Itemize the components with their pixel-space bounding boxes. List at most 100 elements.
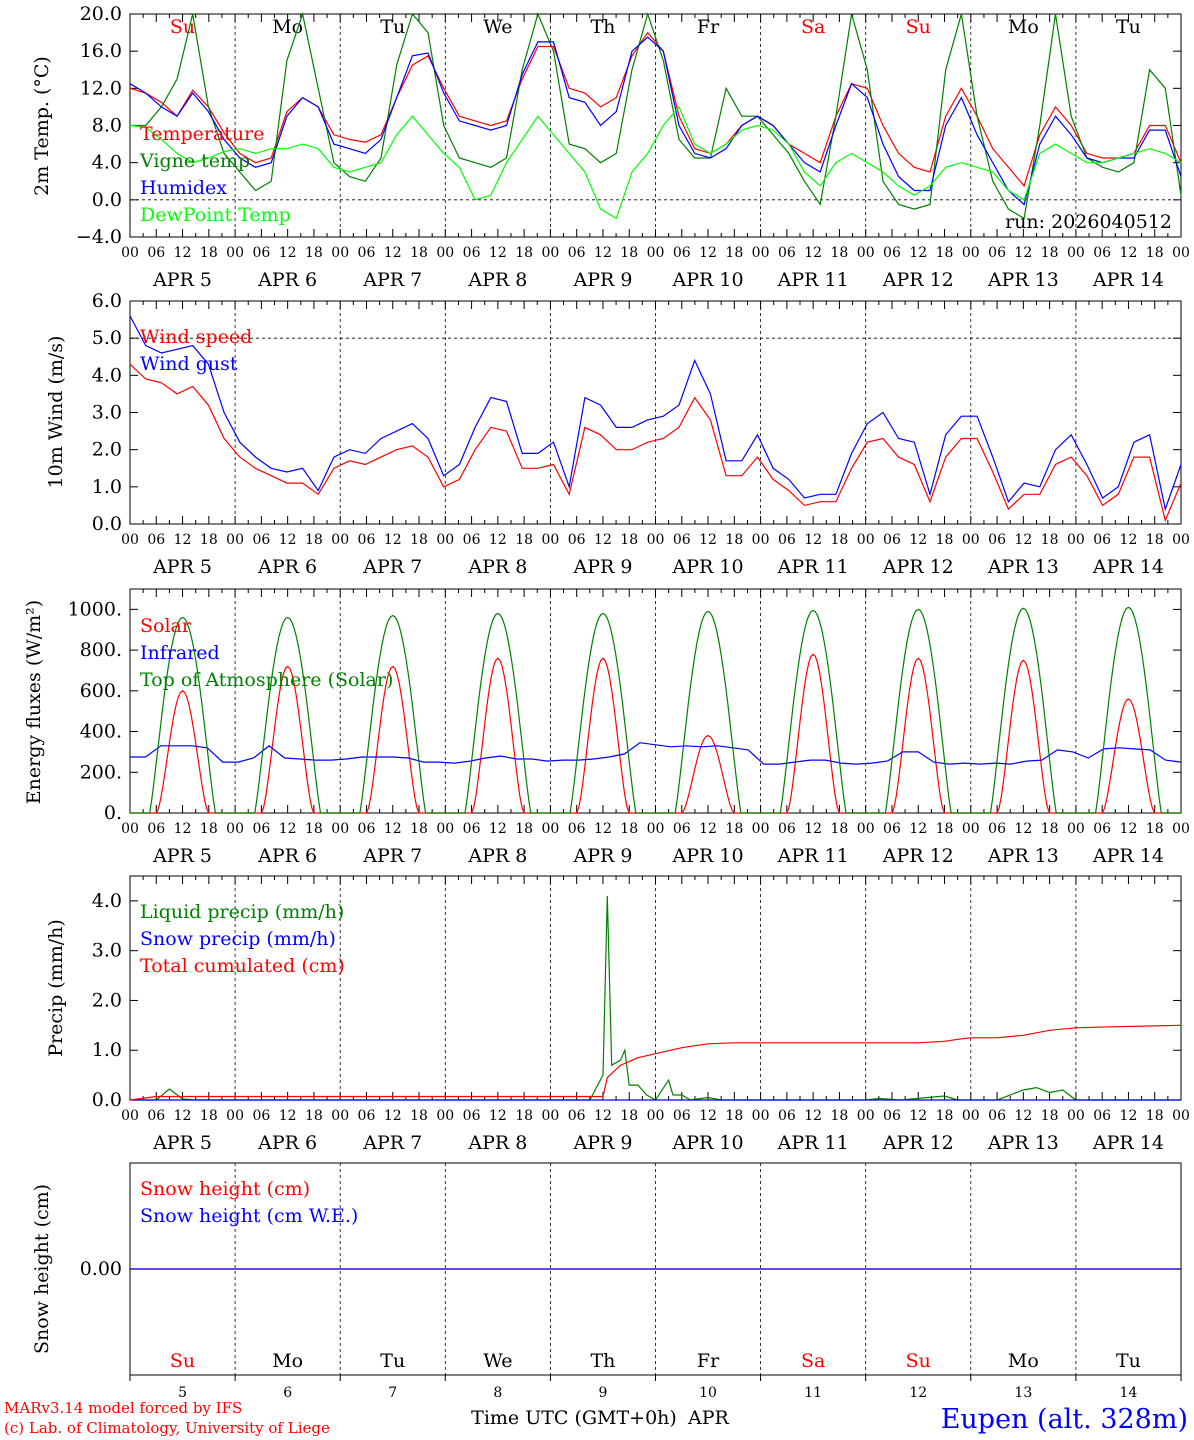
panel3-hour-label: 18 (936, 821, 954, 837)
panel4-hour-label: 18 (831, 1108, 849, 1124)
panel5-y-axis-label: Snow height (cm) (31, 1184, 53, 1354)
panel3-hour-label: 12 (594, 821, 612, 837)
panel1-hour-label: 12 (1014, 245, 1032, 261)
panel2-hour-label: 06 (1093, 532, 1111, 548)
panel4-hour-label: 18 (725, 1108, 743, 1124)
panel1-hour-label: 06 (778, 245, 796, 261)
panel4-hour-label: 06 (883, 1108, 901, 1124)
panel3-y-tick-label: 800. (80, 639, 122, 661)
panel1-date-label: APR 11 (777, 269, 849, 291)
panel3-date-label: APR 14 (1092, 845, 1164, 867)
panel1-hour-label: 00 (752, 245, 770, 261)
panel1-hour-label: 12 (699, 245, 717, 261)
panel4-hour-label: 00 (752, 1108, 770, 1124)
panel4-hour-label: 06 (147, 1108, 165, 1124)
panel2-y-tick-label: 2.0 (92, 439, 122, 461)
panel1-hour-label: 12 (594, 245, 612, 261)
panel2-hour-label: 00 (121, 532, 139, 548)
panel2-date-label: APR 7 (362, 556, 422, 578)
panel3-hour-label: 00 (436, 821, 454, 837)
panel5-day-number: 6 (283, 1385, 292, 1401)
panel5-y-tick-label: 0.00 (80, 1258, 122, 1280)
panel2-series-wind-speed (129, 363, 1182, 523)
panel1-weekday-label: Sa (801, 16, 825, 38)
panel1-legend-dewpoint-temp: DewPoint Temp (140, 204, 291, 226)
panel3-hour-label: 12 (279, 821, 297, 837)
panel2-hour-label: 12 (279, 532, 297, 548)
panel3-date-label: APR 13 (987, 845, 1059, 867)
panel3-y-axis-label: Energy fluxes (W/m²) (23, 600, 45, 804)
panel1-hour-label: 00 (331, 245, 349, 261)
panel2-hour-label: 00 (331, 532, 349, 548)
panel5-day-number: 14 (1120, 1385, 1138, 1401)
panel4-legend-total-cumulated-cm: Total cumulated (cm) (140, 955, 345, 977)
panel1-weekday-label: Tu (380, 16, 405, 38)
panel4-date-label: APR 14 (1092, 1132, 1164, 1154)
panel4-hour-label: 06 (673, 1108, 691, 1124)
panel1-date-label: APR 9 (572, 269, 632, 291)
panel2-hour-label: 18 (831, 532, 849, 548)
panel1-hour-label: 06 (358, 245, 376, 261)
panel2-hour-label: 12 (384, 532, 402, 548)
panel1-series-dewpoint-temp (129, 105, 1182, 220)
panel1-hour-label: 18 (620, 245, 638, 261)
panel1-date-label: APR 8 (467, 269, 527, 291)
panel2-legend-wind-gust: Wind gust (140, 353, 238, 375)
panel4-hour-label: 18 (620, 1108, 638, 1124)
panel2-date-label: APR 11 (777, 556, 849, 578)
panel3-hour-label: 00 (962, 821, 980, 837)
panel3-hour-label: 00 (647, 821, 665, 837)
panel5-weekday-label: Su (906, 1350, 931, 1372)
panel1-y-tick-label: 0.0 (92, 189, 122, 211)
panel2-hour-label: 00 (541, 532, 559, 548)
panel1-date-label: APR 13 (987, 269, 1059, 291)
panel2-date-label: APR 10 (672, 556, 744, 578)
panel1-hour-label: 12 (1120, 245, 1138, 261)
panel1-hour-label: 06 (1093, 245, 1111, 261)
panel4-hour-label: 12 (174, 1108, 192, 1124)
panel2-hour-label: 12 (174, 532, 192, 548)
panel1-hour-label: 12 (174, 245, 192, 261)
panel2-hour-label: 12 (1014, 532, 1032, 548)
panel2-y-axis-label: 10m Wind (m/s) (45, 336, 67, 489)
panel4-hour-label: 06 (778, 1108, 796, 1124)
panel4-y-tick-label: 3.0 (92, 940, 122, 962)
panel4-hour-label: 12 (594, 1108, 612, 1124)
panel2-hour-label: 00 (1067, 532, 1085, 548)
panel2-date-label: APR 13 (987, 556, 1059, 578)
panel4-date-label: APR 10 (672, 1132, 744, 1154)
panel2-hour-label: 12 (1120, 532, 1138, 548)
panel2-hour-label: 06 (463, 532, 481, 548)
panel3-hour-label: 06 (883, 821, 901, 837)
chart-panels: −4.0 0.0 4.0 8.0 12.0 16.0 20.0 2m Temp. (°C) 00… (23, 3, 1190, 1401)
x-axis-label: Time UTC (GMT+0h) (471, 1407, 677, 1429)
panel1-hour-label: 00 (226, 245, 244, 261)
panel1-legend-vigne-temp: Vigne temp (139, 150, 250, 172)
panel4-hour-label: 00 (1067, 1108, 1085, 1124)
station-label: Eupen (alt. 328m) (941, 1404, 1188, 1435)
panel2-hour-label: 06 (252, 532, 270, 548)
panel3-hour-label: 00 (1172, 821, 1190, 837)
panel4-hour-label: 00 (121, 1108, 139, 1124)
panel3-hour-label: 18 (410, 821, 428, 837)
panel1-hour-label: 00 (541, 245, 559, 261)
panel4-hour-label: 18 (515, 1108, 533, 1124)
panel1-hour-label: 12 (384, 245, 402, 261)
panel4-date-label: APR 5 (152, 1132, 212, 1154)
panel2-hour-label: 06 (568, 532, 586, 548)
panel2-hour-label: 00 (647, 532, 665, 548)
panel2-hour-label: 00 (1172, 532, 1190, 548)
panel3-y-tick-label: 200. (80, 761, 122, 783)
panel1-weekday-label: Tu (1116, 16, 1141, 38)
panel3-hour-label: 12 (1120, 821, 1138, 837)
panel3-date-label: APR 11 (777, 845, 849, 867)
panel4-hour-label: 12 (279, 1108, 297, 1124)
panel2-hour-label: 18 (936, 532, 954, 548)
panel4-y-tick-label: 1.0 (92, 1039, 122, 1061)
panel1-series-humidex (129, 36, 1182, 206)
panel1-weekday-label: We (483, 16, 512, 38)
panel4-date-label: APR 8 (467, 1132, 527, 1154)
panel4-hour-label: 06 (988, 1108, 1006, 1124)
panel1-y-tick-label: −4.0 (76, 226, 122, 248)
panel2-hour-label: 18 (725, 532, 743, 548)
